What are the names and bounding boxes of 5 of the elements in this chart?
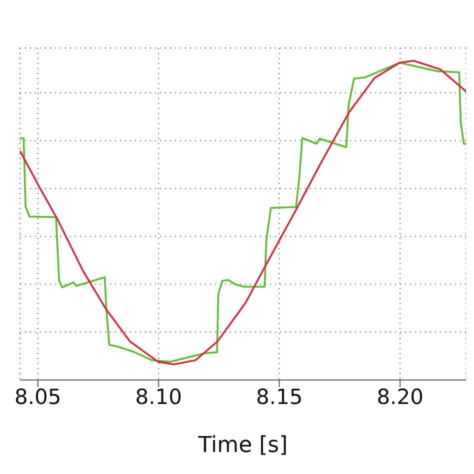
x-tick-label: 8.20 (376, 384, 424, 409)
x-tick-label: 8.05 (14, 384, 62, 409)
x-tick-label: 8.15 (256, 384, 303, 409)
x-tick-label: 8.10 (135, 384, 182, 409)
x-axis-title: Time [s] (197, 433, 288, 458)
